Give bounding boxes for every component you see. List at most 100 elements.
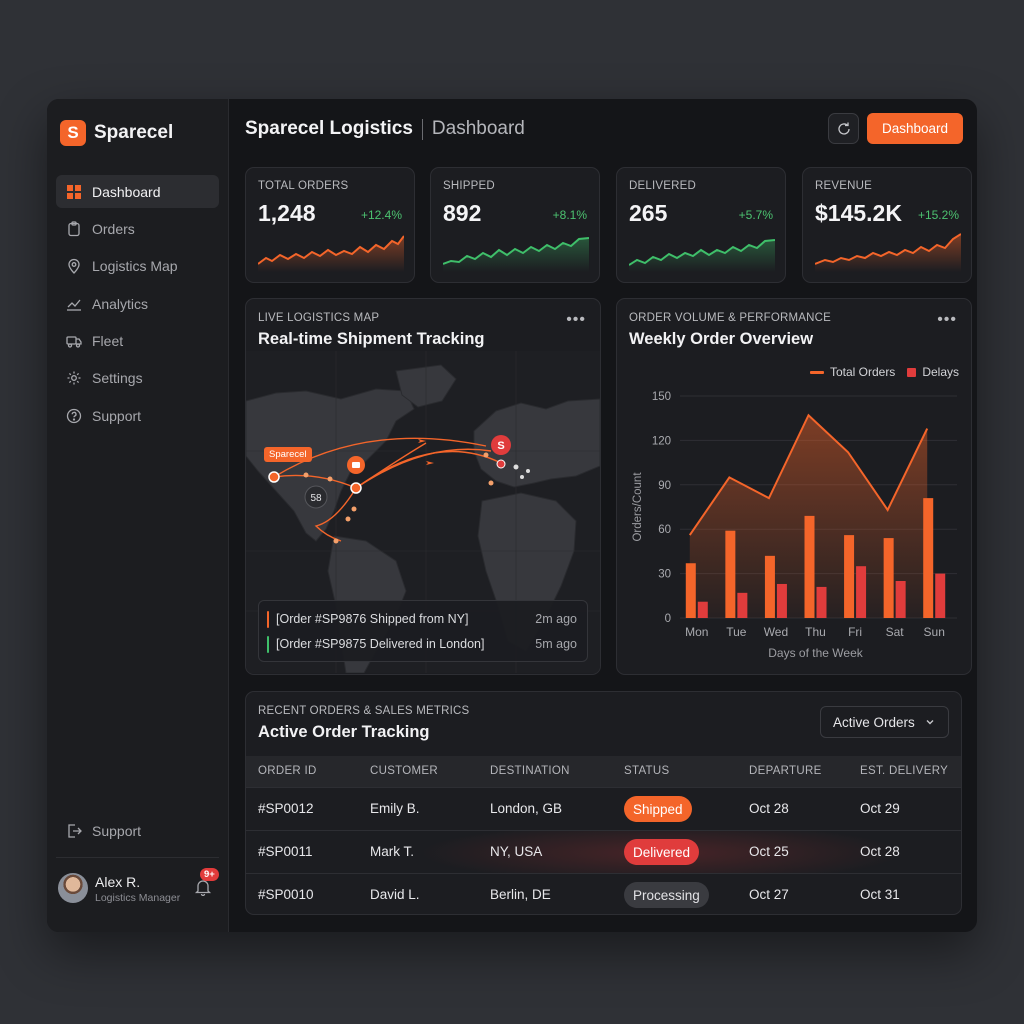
- table-row[interactable]: #SP0010 David L. Berlin, DE Processing O…: [246, 873, 961, 914]
- legend-label: Delays: [922, 365, 959, 379]
- gear-icon: [66, 370, 82, 386]
- sidebar-item-fleet[interactable]: Fleet: [56, 325, 219, 358]
- sidebar-divider: [56, 857, 219, 858]
- bar-total-orders: [804, 515, 815, 618]
- kpi-delta: +8.1%: [552, 208, 587, 222]
- column-header[interactable]: DESTINATION: [490, 765, 570, 777]
- location-dot: [496, 459, 506, 469]
- column-header[interactable]: STATUS: [624, 765, 670, 777]
- more-options-icon[interactable]: •••: [937, 311, 957, 328]
- y-tick-label: 60: [658, 524, 671, 536]
- feed-text: [Order #SP9876 Shipped from NY]: [276, 612, 469, 626]
- y-tick-label: 150: [652, 391, 671, 403]
- location-dot: [526, 469, 530, 473]
- cluster-marker: [304, 485, 328, 509]
- route-line: [273, 437, 487, 478]
- legend-item-delays[interactable]: Delays: [907, 365, 959, 379]
- location-dot: [351, 506, 357, 512]
- bar-delays: [935, 573, 946, 618]
- sidebar-item-label: Dashboard: [92, 183, 161, 200]
- column-header[interactable]: ORDER ID: [258, 765, 317, 777]
- x-tick-label: Thu: [805, 625, 826, 639]
- kpi-value: 265: [629, 200, 668, 226]
- logo-icon: S: [60, 120, 86, 146]
- sidebar-item-analytics[interactable]: Analytics: [56, 287, 219, 320]
- brand-name: Sparecel: [94, 122, 174, 143]
- sidebar-item-support[interactable]: Support: [56, 399, 219, 432]
- sidebar-item-dashboard[interactable]: Dashboard: [56, 175, 219, 208]
- order-id: #SP0011: [258, 844, 313, 859]
- y-tick-label: 0: [665, 613, 671, 625]
- column-header[interactable]: CUSTOMER: [370, 765, 438, 777]
- column-header[interactable]: EST. DELIVERY: [860, 765, 949, 777]
- brand-logo[interactable]: S Sparecel: [60, 120, 173, 146]
- more-options-icon[interactable]: •••: [566, 311, 586, 328]
- app-window: S Sparecel Dashboard Orders Logistics Ma…: [47, 99, 977, 932]
- departure: Oct 28: [749, 801, 789, 816]
- sidebar-item-settings[interactable]: Settings: [56, 362, 219, 395]
- x-tick-label: Tue: [726, 625, 747, 639]
- table-header: ORDER ID CUSTOMER DESTINATION STATUS DEP…: [246, 756, 961, 787]
- order-filter-dropdown[interactable]: Active Orders: [820, 706, 949, 738]
- bar-total-orders: [685, 563, 696, 618]
- location-dot: [333, 538, 339, 544]
- kpi-card-revenue[interactable]: REVENUE $145.2K +15.2%: [802, 167, 972, 283]
- dashboard-button[interactable]: Dashboard: [867, 113, 963, 144]
- feed-item[interactable]: [Order #SP9875 Delivered in London] 5m a…: [267, 634, 577, 654]
- bar-total-orders: [764, 555, 775, 618]
- feed-time: 5m ago: [535, 637, 577, 651]
- bar-delays: [737, 592, 748, 618]
- kpi-card-total-orders[interactable]: TOTAL ORDERS 1,248 +12.4%: [245, 167, 415, 283]
- chart-line-icon: [66, 296, 82, 312]
- destination: Berlin, DE: [490, 887, 551, 902]
- order-id: #SP0012: [258, 801, 314, 816]
- title-divider: [421, 118, 423, 140]
- table-row[interactable]: #SP0012 Emily B. London, GB Shipped Oct …: [246, 787, 961, 830]
- plane-icon: [418, 439, 426, 443]
- bar-total-orders: [883, 538, 894, 618]
- sidebar-support-link[interactable]: Support: [66, 823, 141, 839]
- weekly-order-chart: 0 30 60 90 120 150 Mon Tue Wed Thu Fri Sat Sun Days o…: [632, 391, 957, 660]
- user-profile[interactable]: Alex R. Logistics Manager 9+: [58, 868, 223, 906]
- x-tick-label: Wed: [764, 625, 788, 639]
- location-dot: [513, 464, 519, 470]
- feed-item[interactable]: [Order #SP9876 Shipped from NY] 2m ago: [267, 609, 577, 629]
- legend-item-total-orders[interactable]: Total Orders: [809, 365, 895, 379]
- sparkline-delivered: [629, 239, 775, 272]
- bar-delays: [895, 581, 906, 618]
- legend-swatch: [907, 367, 917, 377]
- feed-time: 2m ago: [535, 612, 577, 626]
- dropdown-value: Active Orders: [833, 714, 915, 730]
- plane-icon: [426, 461, 434, 465]
- logout-icon: [66, 823, 82, 839]
- x-tick-label: Mon: [685, 625, 708, 639]
- kpi-card-delivered[interactable]: DELIVERED 265 +5.7%: [616, 167, 786, 283]
- column-header[interactable]: DEPARTURE: [749, 765, 822, 777]
- est-delivery: Oct 29: [860, 801, 900, 816]
- table-row[interactable]: #SP0011 Mark T. NY, USA Delivered Oct 25…: [246, 830, 961, 873]
- activity-feed: [Order #SP9876 Shipped from NY] 2m ago […: [258, 600, 588, 662]
- bell-icon[interactable]: [194, 878, 212, 896]
- table-section-label: RECENT ORDERS & SALES METRICS: [258, 705, 470, 717]
- kpi-card-shipped[interactable]: SHIPPED 892 +8.1%: [430, 167, 600, 283]
- sidebar-item-orders[interactable]: Orders: [56, 212, 219, 245]
- route-line: [355, 448, 492, 489]
- truck-icon: [66, 333, 82, 349]
- location-dot: [483, 452, 489, 458]
- refresh-button[interactable]: [828, 113, 859, 144]
- bar-delays: [776, 583, 787, 618]
- sidebar-nav: Dashboard Orders Logistics Map Analytics…: [56, 175, 219, 437]
- feed-indicator: [267, 610, 269, 628]
- y-tick-label: 90: [658, 480, 671, 492]
- sidebar: S Sparecel Dashboard Orders Logistics Ma…: [47, 99, 229, 932]
- destination: NY, USA: [490, 844, 543, 859]
- sidebar-item-label: Settings: [92, 370, 143, 387]
- sidebar-item-logistics-map[interactable]: Logistics Map: [56, 250, 219, 283]
- order-id: #SP0010: [258, 887, 314, 902]
- table-title: Active Order Tracking: [258, 723, 430, 741]
- map-section-label: LIVE LOGISTICS MAP: [258, 312, 380, 324]
- cluster-count: 58: [310, 493, 322, 504]
- sidebar-item-label: Orders: [92, 220, 135, 237]
- sidebar-item-label: Logistics Map: [92, 258, 178, 275]
- kpi-delta: +15.2%: [917, 208, 959, 222]
